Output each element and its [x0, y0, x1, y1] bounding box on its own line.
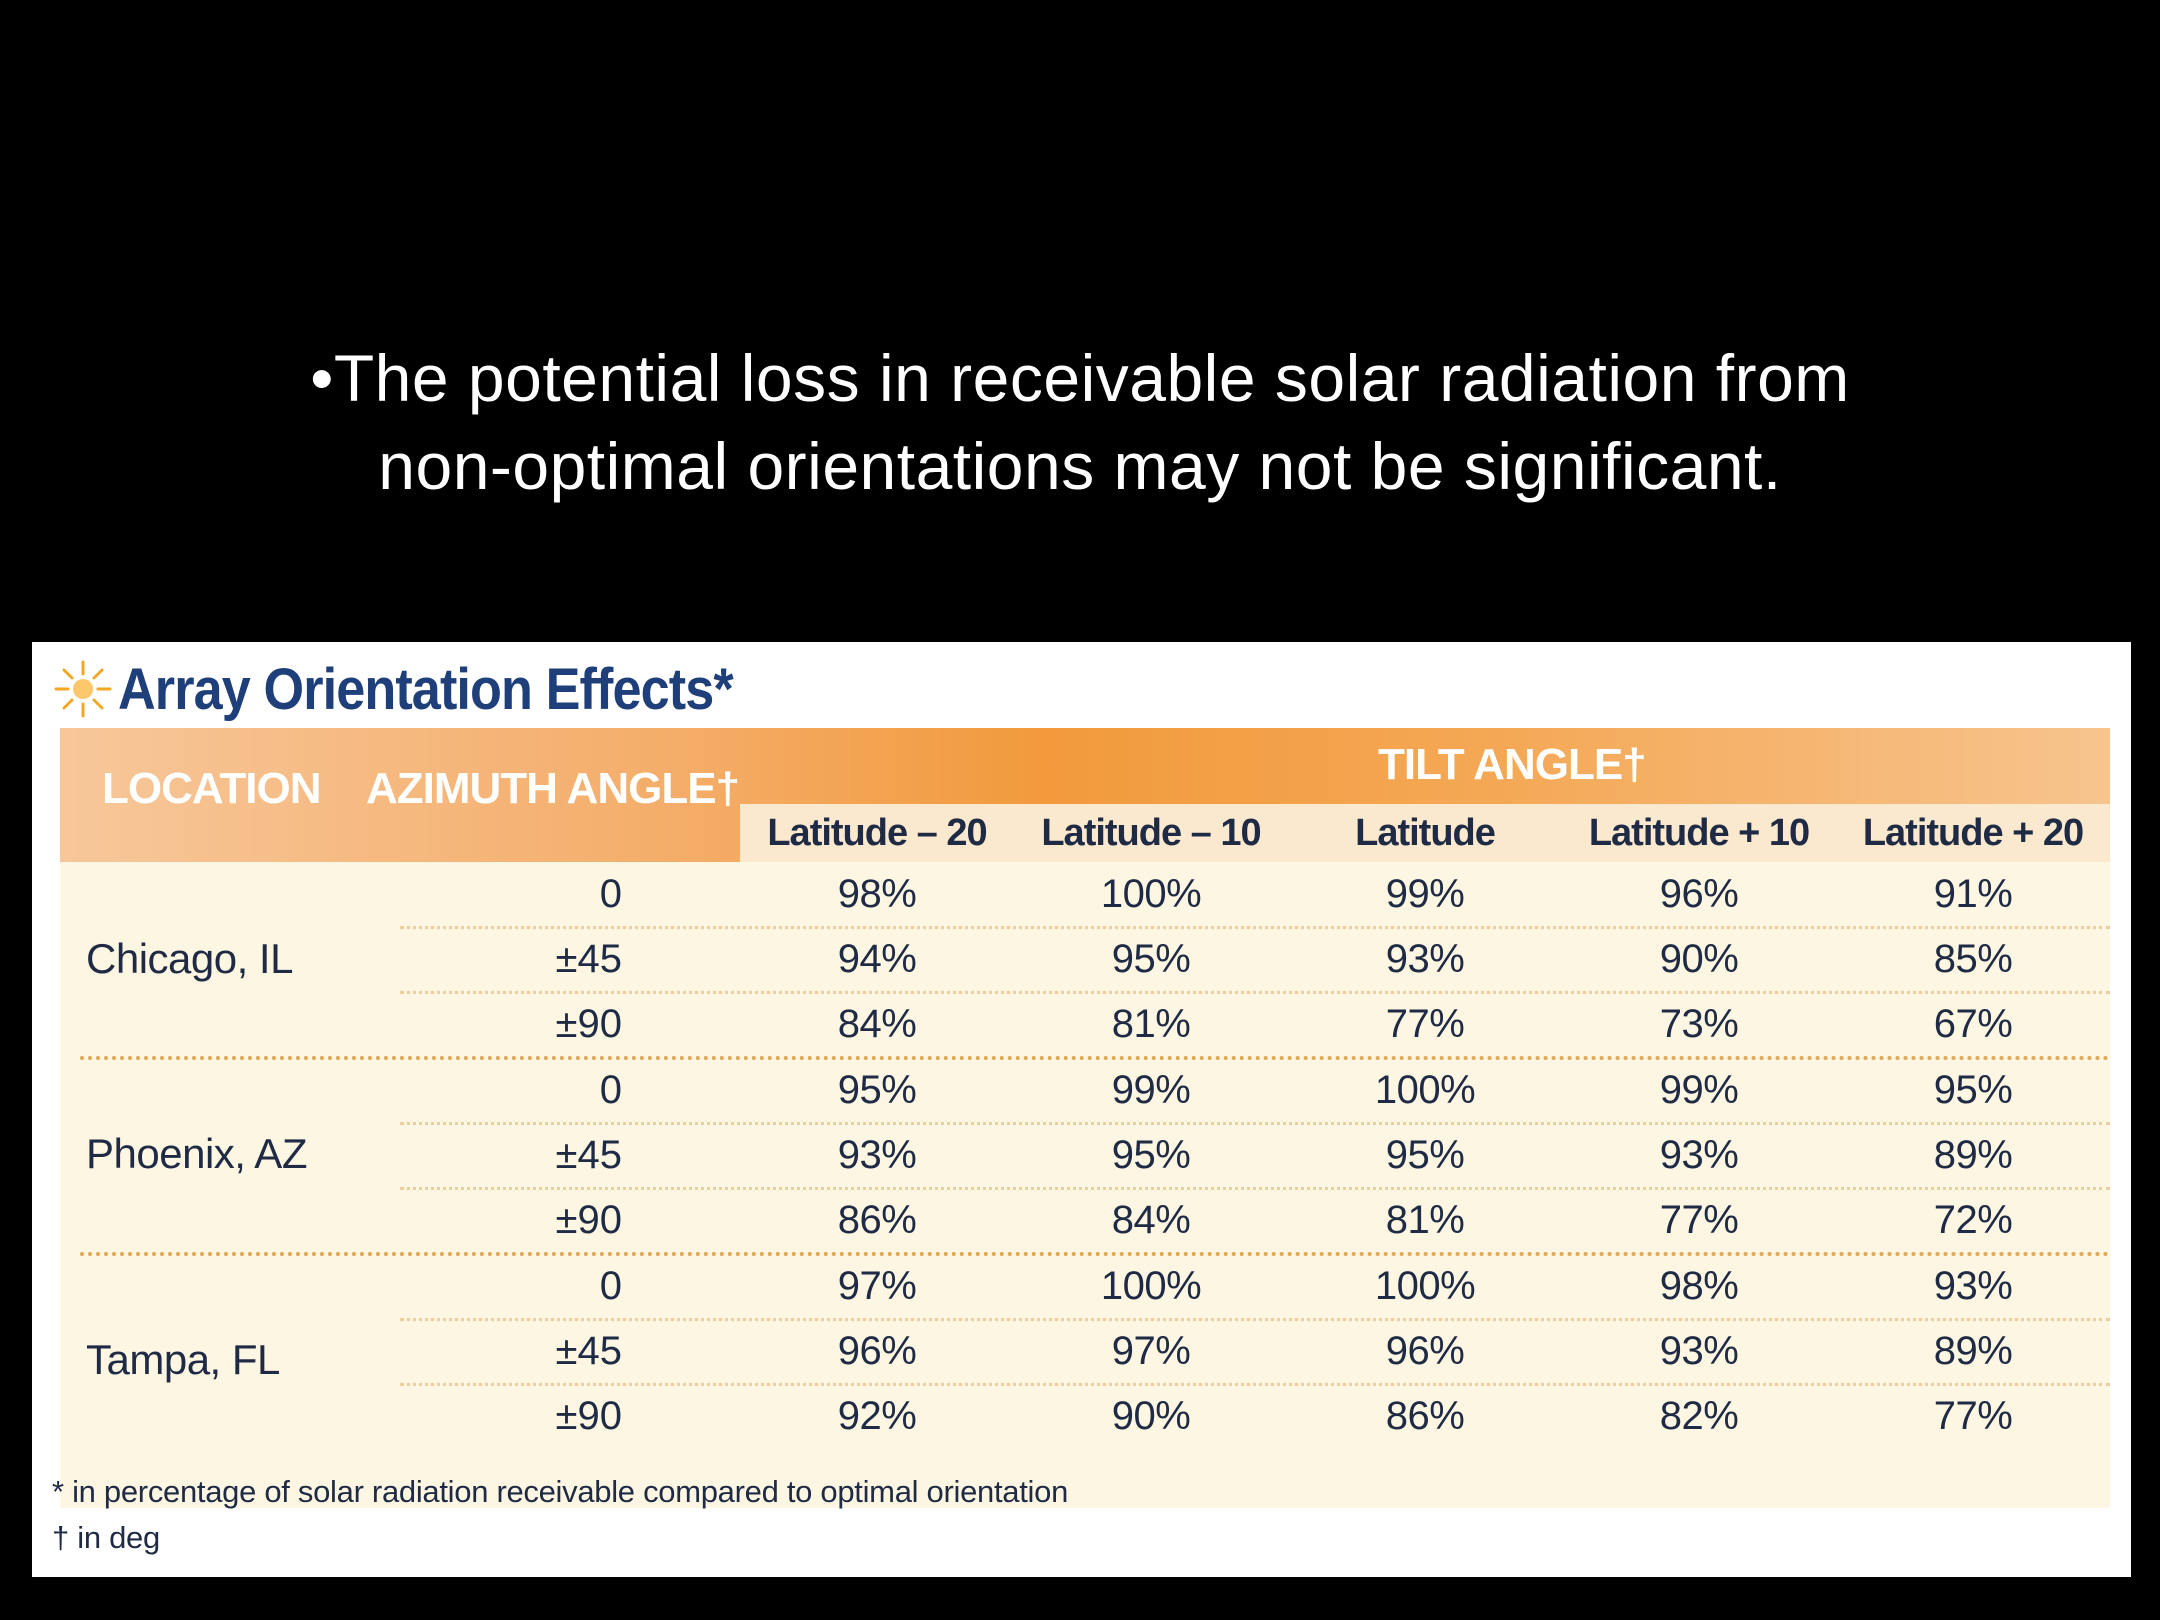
table-row: ±45 96% 97% 96% 93% 89% — [60, 1319, 2110, 1384]
value-cell: 86% — [1385, 1394, 1465, 1438]
table-row: ±90 86% 84% 81% 77% 72% — [60, 1188, 2110, 1253]
value-cell: 82% — [1659, 1394, 1739, 1438]
value-cell: 91% — [1933, 872, 2013, 916]
azimuth-cell: ±90 — [555, 1198, 622, 1242]
value-cell: 99% — [1659, 1068, 1739, 1112]
table-row: 0 95% 99% 100% 99% 95% — [60, 1058, 2110, 1123]
row-divider — [400, 991, 2110, 994]
value-cell: 84% — [837, 1002, 917, 1046]
value-cell: 94% — [837, 937, 917, 981]
location-label: Tampa, FL — [86, 1336, 280, 1383]
azimuth-cell: ±45 — [555, 1133, 622, 1177]
value-cell: 73% — [1659, 1002, 1739, 1046]
azimuth-cell: ±45 — [555, 937, 622, 981]
value-cell: 100% — [1100, 872, 1202, 916]
tilt-subheader: Latitude – 20 Latitude – 10 Latitude Lat… — [740, 804, 2110, 862]
sun-icon — [54, 660, 112, 718]
azimuth-cell: ±90 — [555, 1394, 622, 1438]
header-tilt-angle: TILT ANGLE† — [1378, 740, 1647, 789]
value-cell: 99% — [1111, 1068, 1191, 1112]
tilt-col-lat-minus-20: Latitude – 20 — [767, 812, 987, 854]
value-cell: 77% — [1385, 1002, 1465, 1046]
value-cell: 81% — [1111, 1002, 1191, 1046]
tilt-col-lat-minus-10: Latitude – 10 — [1041, 812, 1261, 854]
value-cell: 100% — [1374, 1264, 1476, 1308]
value-cell: 98% — [1659, 1264, 1739, 1308]
value-cell: 93% — [1659, 1133, 1739, 1177]
value-cell: 86% — [837, 1198, 917, 1242]
value-cell: 85% — [1933, 937, 2013, 981]
azimuth-cell: 0 — [599, 872, 622, 916]
value-cell: 90% — [1659, 937, 1739, 981]
value-cell: 77% — [1933, 1394, 2013, 1438]
table-row: ±90 84% 81% 77% 73% 67% — [60, 992, 2110, 1057]
value-cell: 100% — [1374, 1068, 1476, 1112]
azimuth-cell: ±90 — [555, 1002, 622, 1046]
azimuth-cell: 0 — [599, 1264, 622, 1308]
row-divider — [400, 1187, 2110, 1190]
value-cell: 98% — [837, 872, 917, 916]
value-cell: 89% — [1933, 1133, 2013, 1177]
value-cell: 81% — [1385, 1198, 1465, 1242]
table-row: ±45 93% 95% 95% 93% 89% — [60, 1123, 2110, 1188]
orientation-table: LOCATION AZIMUTH ANGLE† TILT ANGLE† Lati… — [60, 728, 2110, 1508]
group-divider — [80, 1056, 2110, 1060]
tilt-col-latitude: Latitude — [1355, 812, 1496, 854]
table-header: LOCATION AZIMUTH ANGLE† TILT ANGLE† — [60, 728, 2110, 862]
location-label: Phoenix, AZ — [86, 1130, 307, 1177]
group-divider — [80, 1252, 2110, 1256]
value-cell: 93% — [837, 1133, 917, 1177]
bullet-line-2: non-optimal orientations may not be sign… — [378, 429, 1782, 503]
row-divider — [400, 926, 2110, 929]
value-cell: 96% — [1659, 872, 1739, 916]
table-title: Array Orientation Effects* — [118, 656, 734, 722]
value-cell: 93% — [1385, 937, 1465, 981]
value-cell: 84% — [1111, 1198, 1191, 1242]
tilt-col-lat-plus-20: Latitude + 20 — [1862, 812, 2084, 854]
tilt-col-lat-plus-10: Latitude + 10 — [1588, 812, 1810, 854]
value-cell: 96% — [1385, 1329, 1465, 1373]
value-cell: 67% — [1933, 1002, 2013, 1046]
value-cell: 92% — [837, 1394, 917, 1438]
header-azimuth-angle: AZIMUTH ANGLE† — [366, 764, 740, 813]
footnote-percentage: * in percentage of solar radiation recei… — [52, 1474, 1069, 1509]
table-row: ±45 94% 95% 93% 90% 85% — [60, 927, 2110, 992]
location-label: Chicago, IL — [86, 935, 293, 982]
value-cell: 100% — [1100, 1264, 1202, 1308]
value-cell: 93% — [1933, 1264, 2013, 1308]
value-cell: 77% — [1659, 1198, 1739, 1242]
value-cell: 95% — [1111, 937, 1191, 981]
table-row: ±90 92% 90% 86% 82% 77% — [60, 1384, 2110, 1449]
value-cell: 95% — [1385, 1133, 1465, 1177]
value-cell: 96% — [837, 1329, 917, 1373]
azimuth-cell: ±45 — [555, 1329, 622, 1373]
azimuth-cell: 0 — [599, 1068, 622, 1112]
value-cell: 99% — [1385, 872, 1465, 916]
table-row: 0 98% 100% 99% 96% 91% — [60, 862, 2110, 927]
value-cell: 72% — [1933, 1198, 2013, 1242]
bullet-line-1: •The potential loss in receivable solar … — [310, 341, 1850, 415]
header-location: LOCATION — [102, 764, 321, 813]
row-divider — [400, 1318, 2110, 1321]
footnote-degrees: † in deg — [52, 1520, 160, 1555]
table-body: Chicago, IL 0 98% 100% 99% 96% 91% ±45 9… — [60, 862, 2110, 1508]
table-row: 0 97% 100% 100% 98% 93% — [60, 1254, 2110, 1319]
value-cell: 97% — [1111, 1329, 1191, 1373]
row-divider — [400, 1383, 2110, 1386]
value-cell: 93% — [1659, 1329, 1739, 1373]
value-cell: 95% — [1933, 1068, 2013, 1112]
slide-bullet-text: •The potential loss in receivable solar … — [0, 334, 2160, 510]
orientation-table-panel: Array Orientation Effects* LOCATION AZIM… — [32, 642, 2131, 1577]
row-divider — [400, 1122, 2110, 1125]
value-cell: 90% — [1111, 1394, 1191, 1438]
table-title-row: Array Orientation Effects* — [52, 654, 801, 724]
value-cell: 97% — [837, 1264, 917, 1308]
value-cell: 95% — [1111, 1133, 1191, 1177]
value-cell: 95% — [837, 1068, 917, 1112]
value-cell: 89% — [1933, 1329, 2013, 1373]
